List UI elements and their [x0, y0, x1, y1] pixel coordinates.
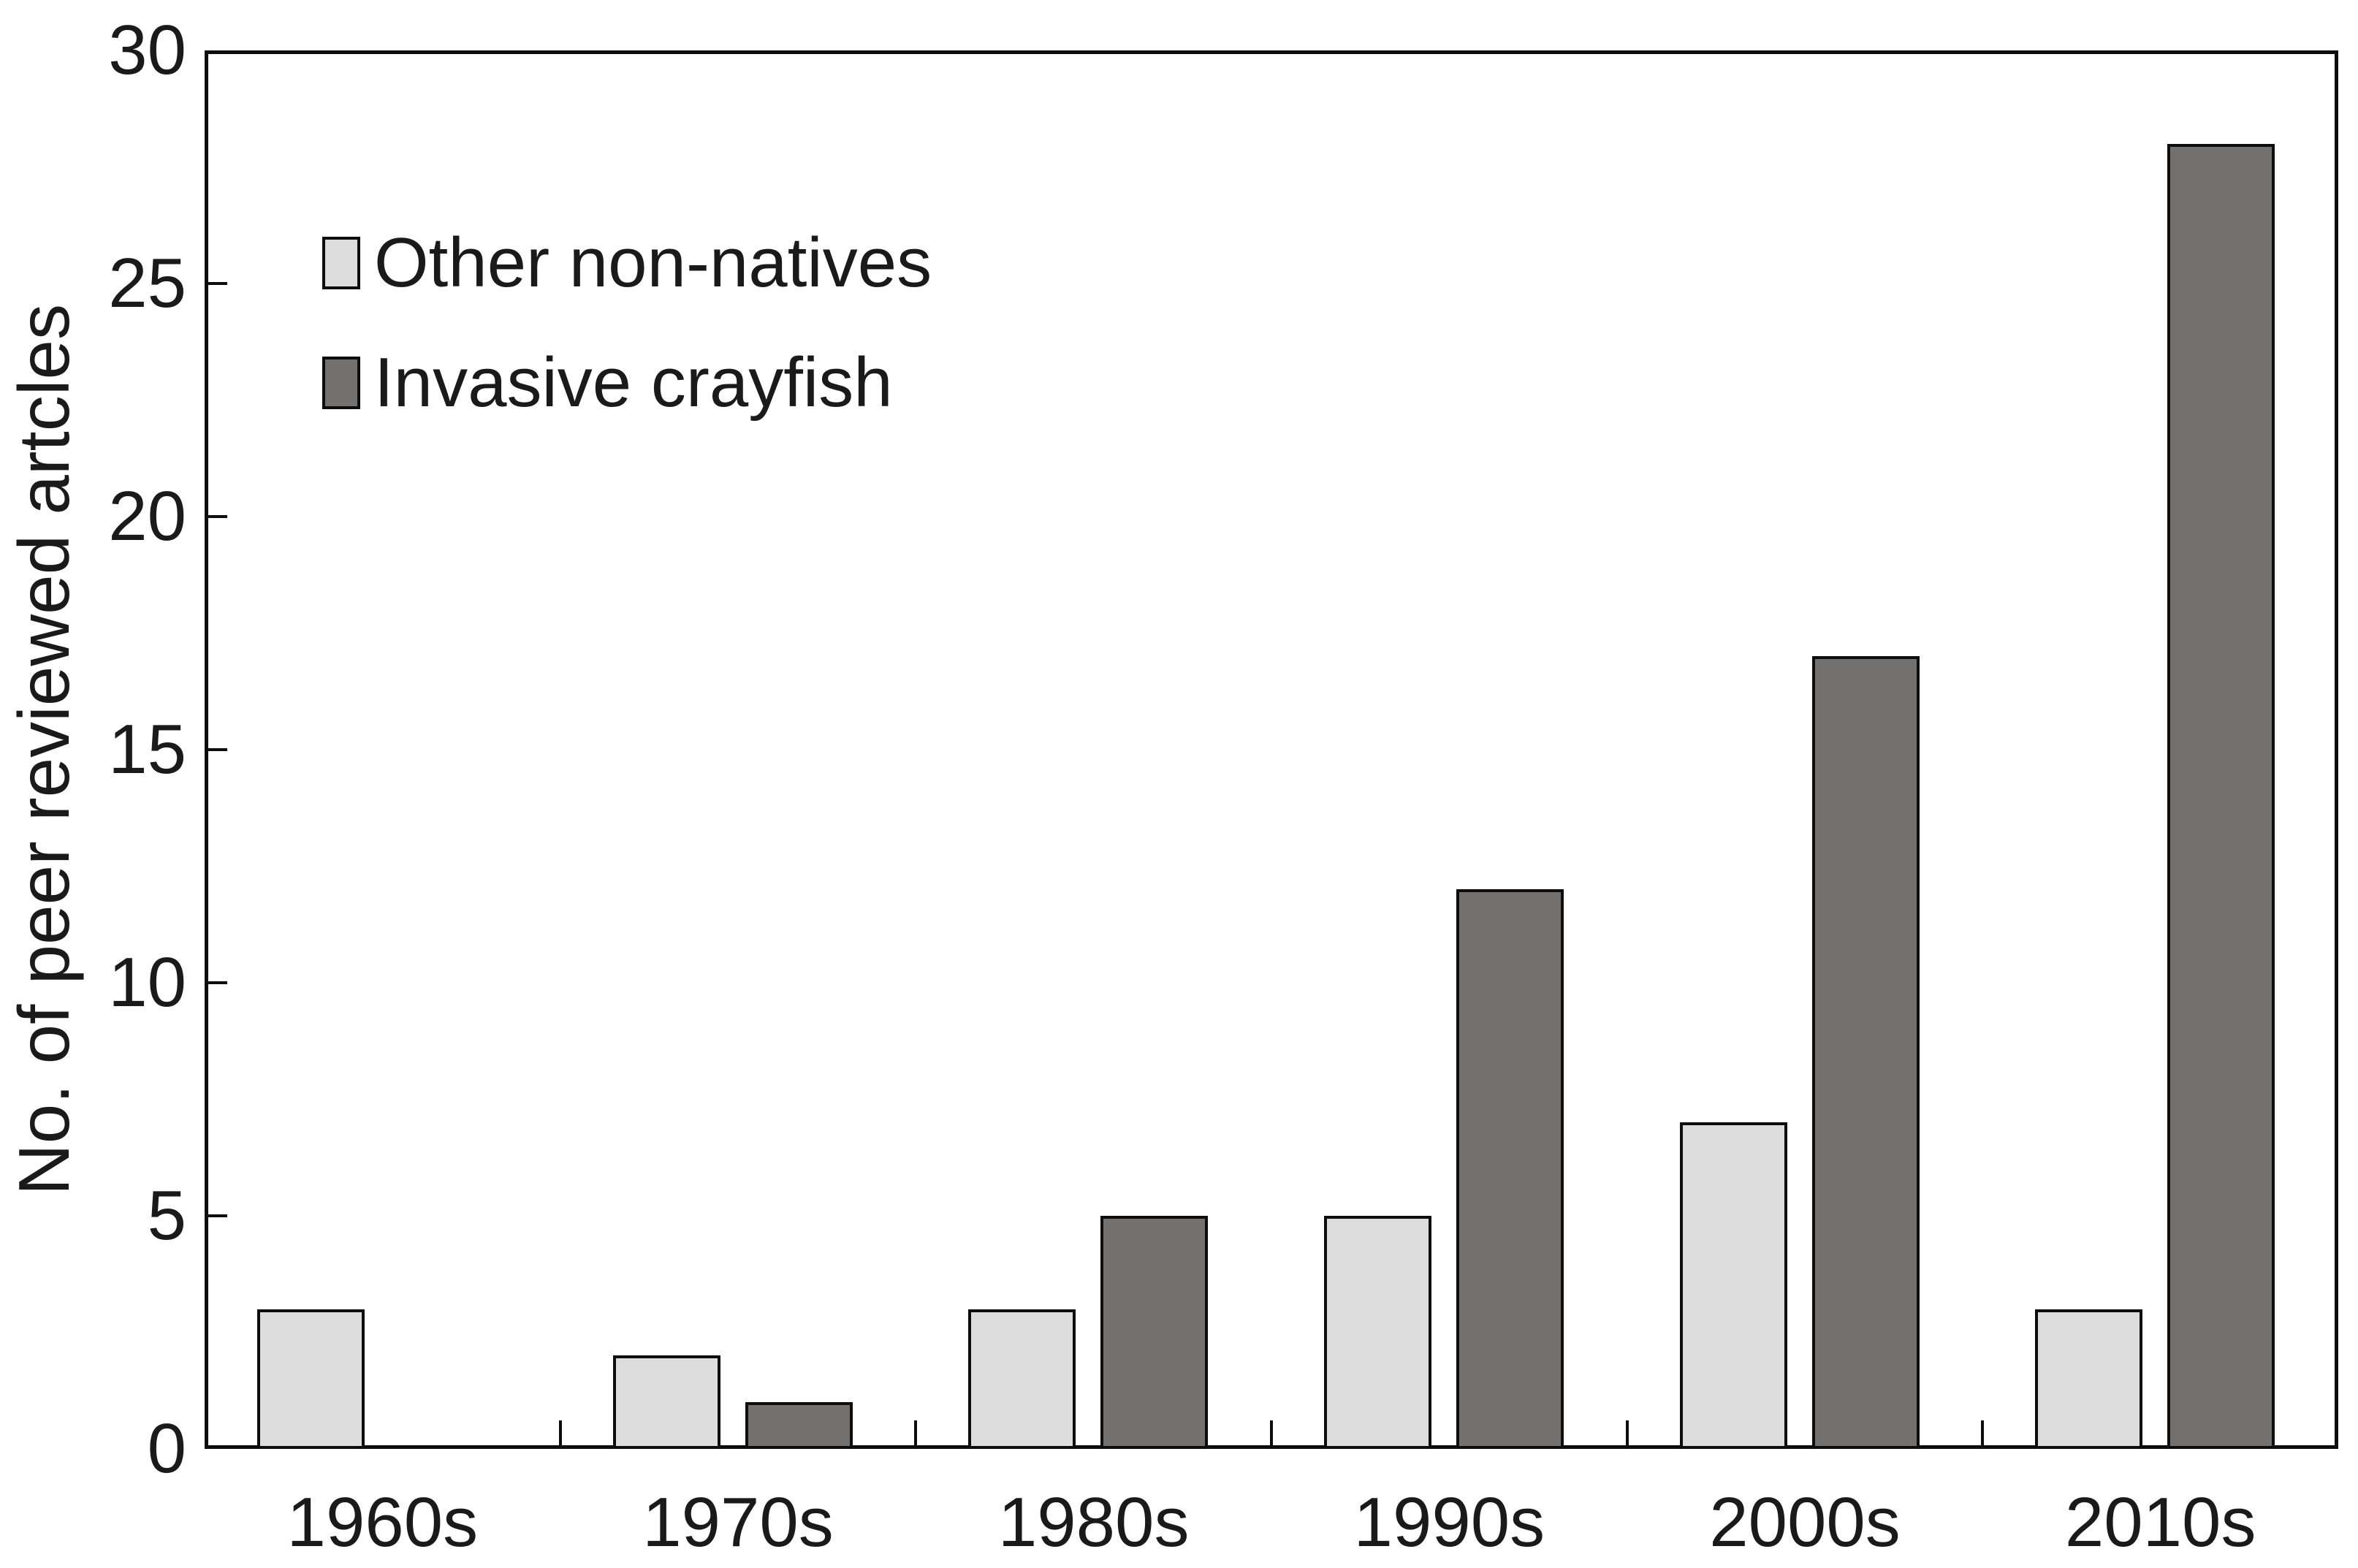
legend-label-invasive-crayfish: Invasive crayfish — [374, 343, 893, 422]
y-tick-label: 25 — [108, 244, 186, 322]
x-tick-mark — [1981, 1420, 1985, 1447]
y-tick-label: 10 — [108, 943, 186, 1021]
y-tick-label: 15 — [108, 710, 186, 788]
x-tick-mark — [558, 1420, 562, 1447]
x-category-label: 2000s — [1709, 1483, 1901, 1561]
x-category-label: 1990s — [1353, 1483, 1545, 1561]
x-category-label: 1980s — [997, 1483, 1190, 1561]
x-category-label: 1970s — [642, 1483, 834, 1561]
bar-invasive-crayfish-1990s — [1456, 889, 1564, 1449]
bar-other-non-natives-1960s — [257, 1309, 365, 1449]
y-tick-mark — [207, 1214, 227, 1217]
x-tick-mark — [1270, 1420, 1273, 1447]
x-category-label: 2010s — [2064, 1483, 2256, 1561]
y-tick-label: 20 — [108, 477, 186, 555]
y-tick-mark — [207, 981, 227, 984]
x-tick-mark — [914, 1420, 918, 1447]
y-tick-mark — [207, 748, 227, 751]
bar-invasive-crayfish-2000s — [1811, 656, 1920, 1449]
plot-area — [205, 50, 2338, 1449]
bar-other-non-natives-2000s — [1679, 1122, 1787, 1449]
legend-label-other-non-natives: Other non-natives — [374, 224, 932, 302]
bar-invasive-crayfish-1970s — [745, 1402, 853, 1449]
y-tick-label: 30 — [108, 11, 186, 89]
bar-other-non-natives-1980s — [968, 1309, 1076, 1449]
y-tick-mark — [207, 515, 227, 518]
y-tick-mark — [207, 282, 227, 285]
bar-other-non-natives-1990s — [1324, 1216, 1431, 1449]
x-tick-mark — [1625, 1420, 1629, 1447]
x-category-label: 1960s — [286, 1483, 479, 1561]
legend-swatch-other-non-natives — [322, 237, 360, 289]
bar-other-non-natives-1970s — [612, 1355, 720, 1449]
y-tick-label: 5 — [147, 1176, 186, 1255]
bar-other-non-natives-2010s — [2035, 1309, 2143, 1449]
legend-swatch-invasive-crayfish — [322, 357, 360, 409]
bar-invasive-crayfish-1980s — [1100, 1216, 1209, 1449]
y-tick-label: 0 — [147, 1409, 186, 1488]
bar-invasive-crayfish-2010s — [2167, 143, 2275, 1449]
